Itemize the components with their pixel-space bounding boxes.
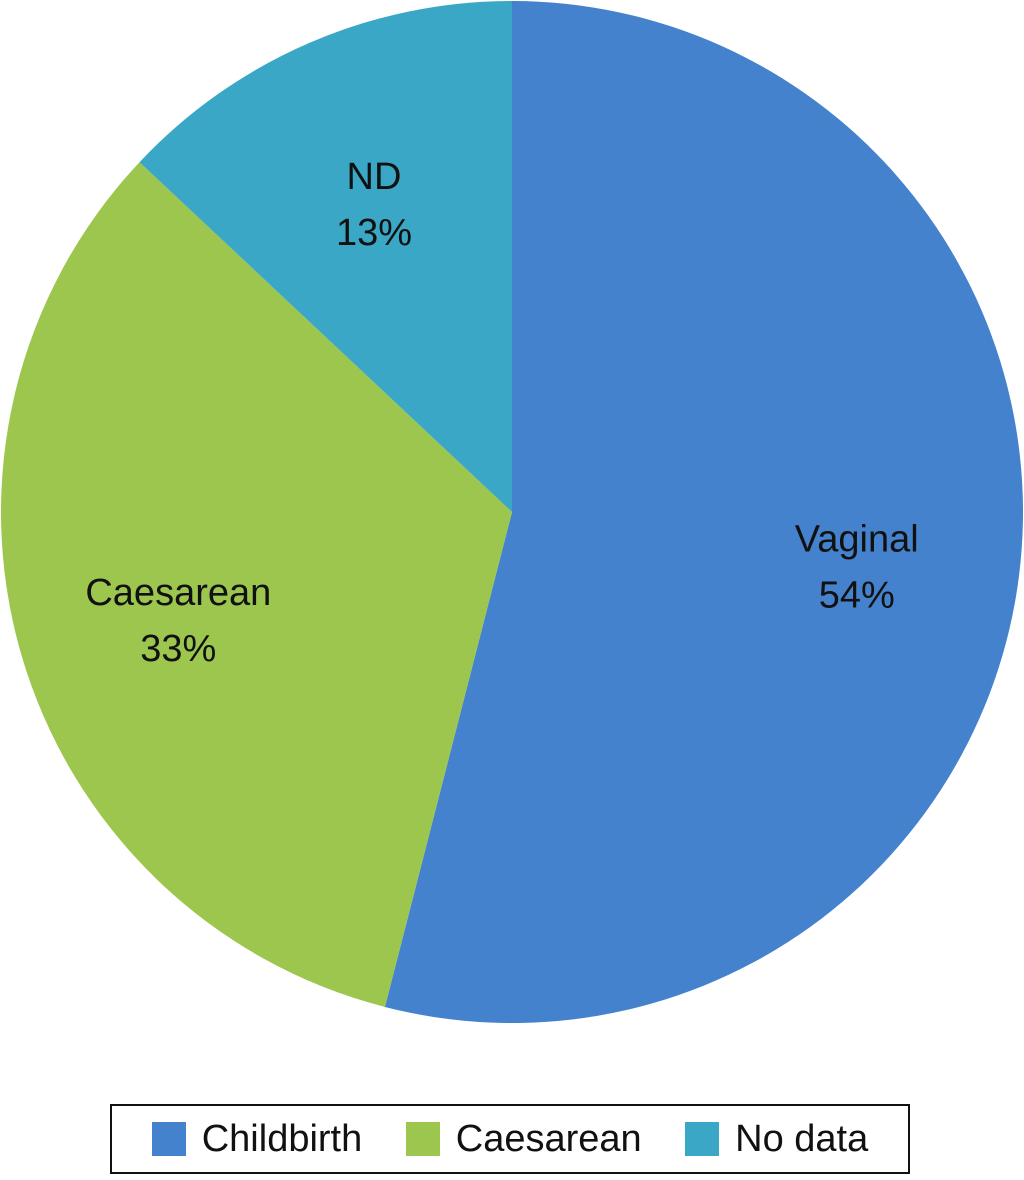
legend-item-caesarean: Caesarean [405,1118,642,1160]
legend-label: Caesarean [455,1118,642,1160]
slice-percent-label: 13% [336,212,412,254]
slice-percent-label: 54% [819,575,895,617]
pie-slices [1,1,1024,1024]
pie-slice-caesarean [1,162,512,1007]
legend-item-childbirth: Childbirth [151,1118,363,1160]
slice-name-label: Caesarean [85,572,271,614]
legend-item-no-data: No data [685,1120,868,1158]
legend-label: No data [735,1118,869,1160]
pie-chart-canvas: Vaginal 54% Caesarean 33% ND 13% [1,1,1024,1024]
pie-slice-nd [139,1,513,512]
pie-slice-vaginal [384,1,1024,1024]
legend-swatch [151,1122,186,1156]
chart-legend: Childbirth Caesarean No data [110,1104,910,1174]
slice-percent-label: 33% [140,628,216,670]
slice-name-label: ND [347,156,402,198]
slice-name-label: Vaginal [795,519,919,561]
legend-swatch [405,1122,440,1156]
pie-slice-labels: Vaginal 54% Caesarean 33% ND 13% [85,156,918,670]
legend-label: Childbirth [201,1118,363,1160]
legend-swatch [685,1122,720,1156]
